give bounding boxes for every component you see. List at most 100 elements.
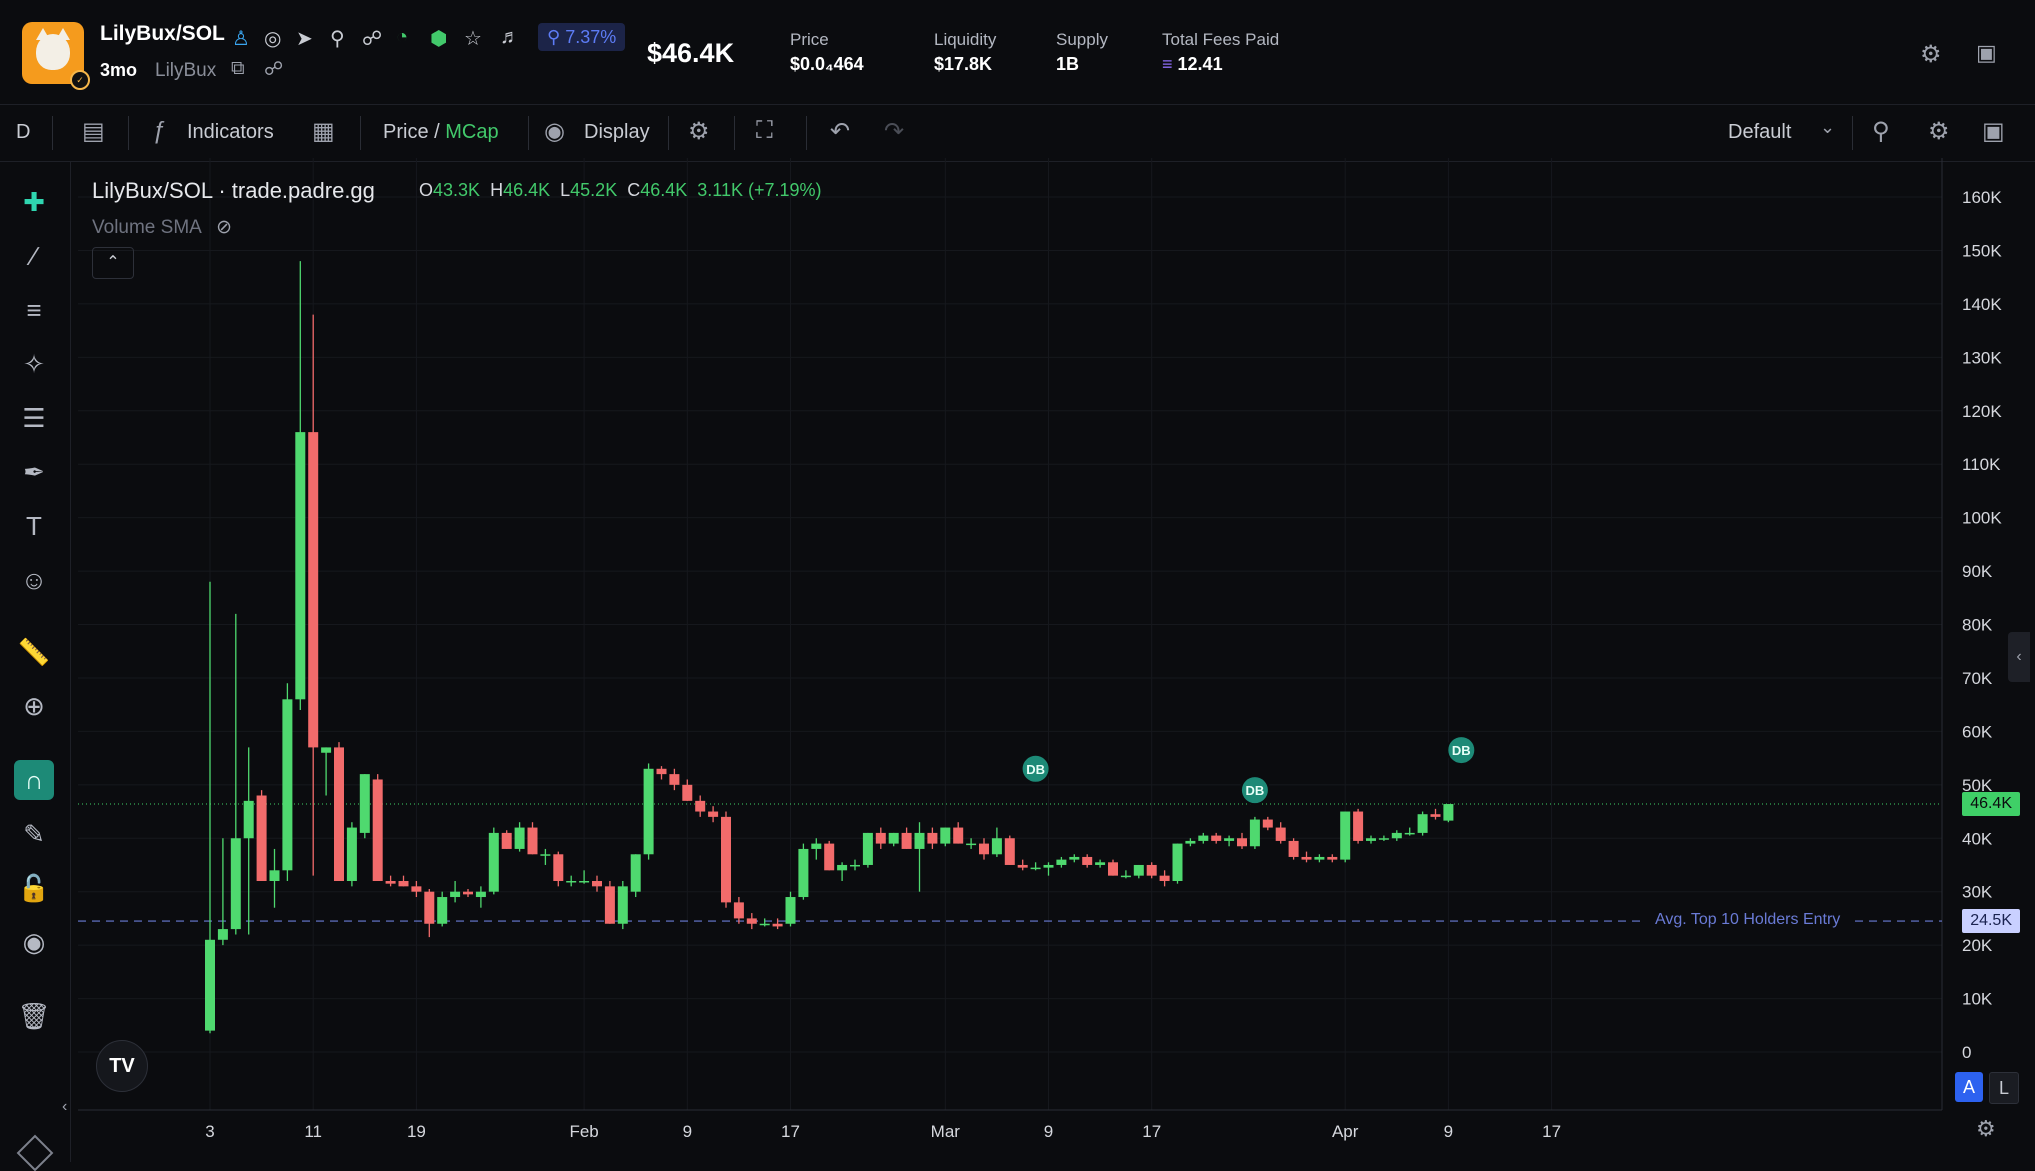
pie-chart-icon[interactable]: ◔ xyxy=(396,26,409,48)
panel-toggle-icon[interactable]: ▣ xyxy=(1976,40,1997,65)
chart-settings-icon[interactable]: ⚙ xyxy=(1976,1116,1996,1141)
db-marker-label: DB xyxy=(1026,762,1045,777)
current-price-tag: 46.4K xyxy=(1962,792,2020,817)
y-tick-label: 80K xyxy=(1962,616,1993,635)
candle-body xyxy=(463,891,473,895)
layout-select[interactable]: Default xyxy=(1728,121,1792,143)
crosshair-icon[interactable]: ✚ xyxy=(23,187,45,217)
auto-scale-button[interactable]: A xyxy=(1955,1072,1983,1102)
toolbar-divider xyxy=(360,116,361,150)
horizontal-lines-icon[interactable]: ≡ xyxy=(26,295,42,325)
solana-icon: ≡ xyxy=(1162,54,1173,74)
x-tick-label: 3 xyxy=(205,1122,214,1141)
indicators-button[interactable]: Indicators xyxy=(187,121,274,143)
candle-body xyxy=(579,881,590,883)
fullscreen-icon[interactable]: ⛶ xyxy=(756,117,773,144)
candle-body xyxy=(1378,838,1389,840)
copy-icon[interactable]: ⧉ xyxy=(231,58,245,79)
log-scale-button[interactable]: L xyxy=(1989,1072,2019,1104)
undo-icon[interactable]: ↶ xyxy=(830,118,851,145)
bell-icon[interactable]: ♬ xyxy=(500,26,520,48)
templates-grid-icon[interactable]: ▦ xyxy=(312,118,335,145)
candle-body xyxy=(1275,827,1286,841)
candle-body xyxy=(837,864,848,871)
candle-body xyxy=(1404,832,1415,835)
lock-percent-badge: ⚲ 7.37% xyxy=(538,23,626,51)
zoom-in-icon[interactable]: ⊕ xyxy=(23,691,45,721)
x-tick-label: Mar xyxy=(931,1122,961,1141)
trend-line-icon[interactable]: ∕ xyxy=(31,241,37,271)
display-button[interactable]: Display xyxy=(584,121,650,143)
star-icon[interactable]: ☆ xyxy=(464,28,482,50)
avg-entry-label: Avg. Top 10 Holders Entry xyxy=(1655,911,1841,929)
chart-toolbar xyxy=(0,105,2035,162)
candle-body xyxy=(1108,862,1118,876)
hexagon-icon[interactable]: ⬢ xyxy=(430,28,448,50)
eye-hidden-icon[interactable]: ⊘ xyxy=(216,217,232,238)
candle-body xyxy=(1017,864,1028,868)
redo-icon[interactable]: ↷ xyxy=(884,118,905,145)
settings-gear-icon[interactable]: ⚙ xyxy=(1920,41,1942,68)
x-tick-label: 19 xyxy=(407,1122,426,1141)
candles xyxy=(205,261,1454,1034)
candle-body xyxy=(1133,864,1144,876)
candle-body xyxy=(708,811,719,817)
candle-body xyxy=(1391,832,1402,839)
link-icon[interactable]: ☍ xyxy=(362,28,383,50)
collapse-legend-button[interactable]: ⌃ xyxy=(92,247,134,279)
pattern-icon[interactable]: ✧ xyxy=(23,349,45,379)
chevron-down-icon[interactable]: ⌄ xyxy=(1820,117,1836,137)
globe-icon[interactable]: ◎ xyxy=(264,28,282,50)
user-icon[interactable]: ♙ xyxy=(232,28,250,50)
candle-body xyxy=(437,897,448,924)
camera-icon[interactable]: ▣ xyxy=(1982,118,2005,145)
liquidity-stat-value: $17.8K xyxy=(934,54,993,74)
candle-body xyxy=(733,902,744,919)
x-tick-label: 17 xyxy=(781,1122,800,1141)
ruler-icon[interactable]: 📏 xyxy=(17,637,51,667)
lock-icon[interactable]: 🔓 xyxy=(17,873,51,903)
emoji-icon[interactable]: ☺ xyxy=(20,565,48,595)
link-icon[interactable]: ☍ xyxy=(264,59,284,80)
candle-body xyxy=(1056,859,1067,865)
magnet-icon[interactable]: ∩ xyxy=(14,760,54,800)
candle-body xyxy=(1288,840,1299,857)
candle-body xyxy=(334,747,344,881)
candle-body xyxy=(230,838,241,930)
trash-icon[interactable]: 🗑 xyxy=(17,1001,51,1031)
settings-gear-icon[interactable]: ⚙ xyxy=(1928,118,1950,145)
candle-body xyxy=(695,800,706,812)
y-tick-label: 120K xyxy=(1962,402,2002,421)
fees-stat-value: ≡ 12.41 xyxy=(1162,54,1223,74)
volume-sma-label[interactable]: Volume SMA ⊘ xyxy=(92,217,232,238)
collapse-sidebar-icon[interactable]: ‹ xyxy=(62,1098,68,1115)
candle-body xyxy=(424,891,435,924)
adjust-sliders-icon[interactable]: ⚙ xyxy=(688,118,710,145)
indicators-fx-icon[interactable]: ƒ xyxy=(152,117,166,144)
candle-body xyxy=(669,774,680,785)
candle-body xyxy=(282,699,293,871)
search-icon[interactable]: ⚲ xyxy=(330,28,345,50)
tradingview-logo[interactable]: TV xyxy=(96,1040,148,1092)
price-mcap-toggle[interactable]: Price / MCap xyxy=(383,121,499,143)
lock-pencil-icon[interactable]: ✎ xyxy=(23,819,45,849)
candle-body xyxy=(966,843,977,846)
fib-levels-icon[interactable]: ☰ xyxy=(22,403,46,433)
candle-body xyxy=(656,768,667,775)
expand-panel-tab[interactable]: ‹ xyxy=(2008,632,2030,682)
interval-button[interactable]: D xyxy=(16,121,31,143)
candle-body xyxy=(991,838,1002,855)
search-icon[interactable]: ⚲ xyxy=(1872,118,1890,145)
candles-type-icon[interactable]: ▤ xyxy=(82,118,105,145)
x-tick-label: Feb xyxy=(569,1122,598,1141)
candle-body xyxy=(346,827,357,881)
eye-icon[interactable]: ◉ xyxy=(22,927,46,957)
x-tick-label: Apr xyxy=(1332,1122,1359,1141)
brush-icon[interactable]: ✒ xyxy=(23,457,45,487)
candle-body xyxy=(1120,875,1131,878)
text-tool-icon[interactable]: T xyxy=(26,511,42,541)
candle-body xyxy=(1430,814,1441,817)
eye-icon[interactable]: ◉ xyxy=(544,118,565,145)
telegram-icon[interactable]: ➤ xyxy=(296,28,313,50)
